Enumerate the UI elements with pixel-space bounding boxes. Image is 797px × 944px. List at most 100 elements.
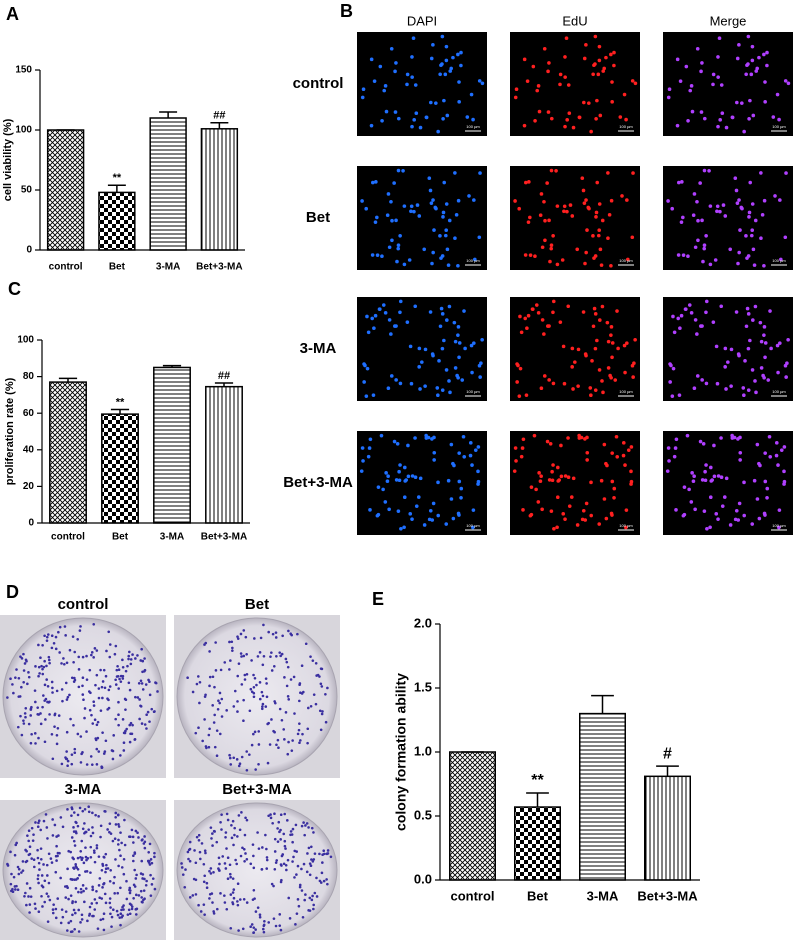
cell [702,116,707,121]
cell [551,381,556,386]
row-label: control [293,75,344,92]
colony [85,678,89,681]
cell [762,263,766,268]
cell [440,388,445,392]
cell [525,79,530,83]
cell [605,463,609,468]
colony [291,739,294,742]
colony [93,718,97,722]
colony [272,884,275,888]
colony [220,813,223,816]
colony [311,860,315,863]
colony [212,721,216,724]
cell [424,115,429,120]
colony [34,700,37,704]
colony [275,743,278,747]
cell [715,204,720,209]
colony [69,894,73,897]
colony [92,849,96,852]
colony [128,886,132,890]
x-tick-label: control [49,262,83,273]
colony [204,693,207,697]
colony [47,895,50,898]
colony [269,816,273,820]
cell [518,366,523,371]
cell [440,346,445,351]
colony [112,908,115,912]
cell [522,57,527,62]
cell [600,379,604,383]
cell [621,453,626,458]
colony [115,909,119,913]
colony [92,700,96,703]
colony [93,860,97,864]
colony [285,868,288,872]
cell [767,434,772,439]
cell [432,458,436,462]
colony [297,728,301,732]
cell [702,168,707,173]
cell [677,180,681,185]
colony [78,873,81,877]
colony [213,830,216,833]
cell [528,253,533,257]
colony [325,878,328,881]
cell [600,304,605,309]
colony [55,689,59,693]
colony [122,741,126,745]
cell [737,198,741,202]
colony [291,827,295,831]
cell [551,299,556,304]
colony [57,714,61,717]
colony [40,664,43,668]
colony [96,720,100,724]
cell [476,445,481,449]
cell [719,304,724,309]
colony [251,843,255,846]
cell [563,55,567,59]
cell [563,474,568,478]
colony [66,886,69,890]
colony [144,883,148,887]
colony [289,632,292,635]
colony [260,690,264,694]
cell [763,355,767,360]
colony [319,682,323,686]
colony [83,716,86,720]
colony [262,654,266,658]
colony [106,828,109,831]
colony [235,862,239,866]
colony [309,704,313,708]
colony [306,741,309,745]
cell [476,469,480,474]
cell [386,474,390,479]
colony [91,722,95,725]
colony [71,900,74,903]
cell [746,346,751,351]
cell [612,495,616,500]
colony [114,858,117,861]
cell [547,478,552,482]
cell [735,201,740,205]
cell [399,526,403,531]
cell [540,318,545,322]
colony [141,659,145,663]
colony [15,841,18,845]
colony [231,891,235,894]
cell [743,359,747,363]
cell [775,343,780,348]
cell [737,250,741,255]
colony [99,824,103,828]
colony [79,855,82,859]
colony [15,884,18,888]
cell [373,220,378,224]
cell [742,513,747,518]
colony [254,928,257,931]
colony [208,897,211,900]
colony [91,888,94,892]
colony [32,858,36,862]
colony [119,754,122,757]
cell [735,56,740,61]
colony [108,685,112,688]
colony [281,853,285,856]
